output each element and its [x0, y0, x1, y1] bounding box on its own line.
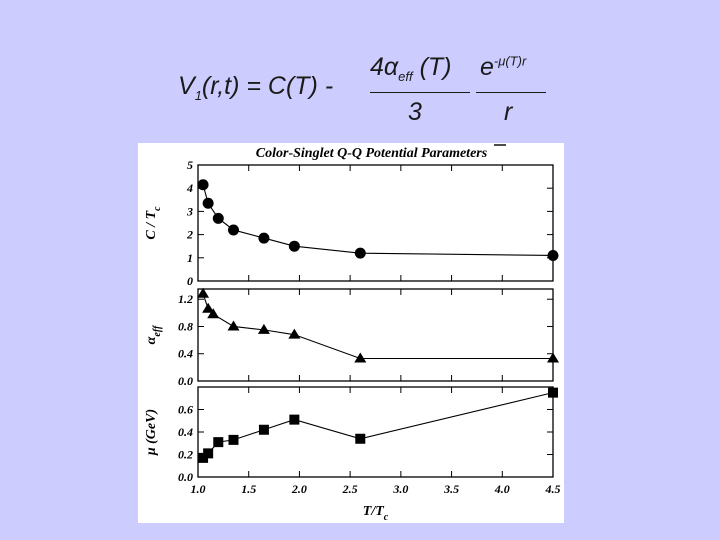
formula-num1-sub: eff	[398, 69, 413, 84]
y-axis-label-main: α	[144, 336, 159, 344]
formula-fraction-bar-2	[476, 92, 546, 93]
y-tick-label: 0.2	[178, 448, 193, 462]
data-point	[203, 448, 214, 459]
x-axis-label-main: T/T	[363, 504, 385, 519]
formula-numerator-1: 4αeff (T)	[370, 53, 452, 84]
formula-denominator-1: 3	[408, 98, 422, 126]
chart-title: Color-Singlet Q-Q Potential Parameters	[256, 146, 488, 161]
y-tick-label: 3	[186, 204, 193, 218]
formula-lhs: V1(r,t) = C(T) -	[178, 72, 333, 103]
x-tick-label: 1.5	[241, 482, 256, 496]
y-tick-label: 0	[187, 274, 193, 288]
y-tick-label: 0.0	[178, 470, 193, 484]
formula-lhs-v: V	[178, 72, 195, 100]
formula-numerator-2: e-μ(T)r	[480, 53, 526, 82]
series-line	[202, 392, 554, 459]
data-point	[257, 323, 270, 334]
y-tick-label: 0.4	[178, 347, 193, 361]
y-tick-label: 5	[187, 158, 193, 172]
chart-svg: Color-Singlet Q-Q Potential Parameters 0 1…	[144, 144, 561, 523]
x-axis-label: T/Tc	[363, 504, 389, 523]
y-axis-label-sub: c	[152, 206, 163, 211]
y-axis-label-main: C / T	[144, 209, 159, 239]
data-point	[258, 424, 269, 435]
x-tick-label: 3.0	[392, 482, 408, 496]
data-point	[197, 287, 210, 298]
data-point	[213, 437, 224, 448]
data-point	[207, 308, 220, 319]
data-point	[212, 212, 224, 224]
formula-lhs-args: (r,t) = C(T) -	[201, 72, 334, 100]
data-point	[227, 320, 240, 331]
x-axis-label-sub: c	[384, 512, 389, 523]
y-tick-label: 2	[186, 228, 193, 242]
y-tick-label: 0.4	[178, 425, 193, 439]
formula-denominator-2: r	[504, 98, 513, 126]
y-axis-label-main: μ (GeV)	[144, 409, 159, 456]
data-point	[228, 434, 239, 445]
series-line	[202, 293, 553, 360]
data-point	[354, 247, 366, 259]
data-point	[202, 197, 214, 209]
data-point	[355, 433, 366, 444]
y-axis-label: μ (GeV)	[144, 409, 159, 456]
chart-panel: Color-Singlet Q-Q Potential Parameters 0 1…	[138, 143, 564, 523]
y-tick-label: 0.8	[178, 319, 193, 333]
formula-num2-main: e	[480, 53, 494, 81]
data-point	[288, 328, 301, 339]
plot-frame	[197, 288, 554, 382]
y-tick-label: 0.0	[178, 374, 193, 388]
series-line	[202, 184, 554, 257]
data-point	[288, 240, 300, 252]
x-tick-label: 4.5	[545, 482, 561, 496]
x-tick-label: 1.0	[191, 482, 206, 496]
x-tick-label: 4.0	[494, 482, 510, 496]
data-point	[228, 224, 239, 236]
y-axis-label: C / Tc	[144, 206, 163, 240]
formula-num2-sup: -μ(T)r	[493, 53, 527, 69]
data-point	[197, 179, 209, 191]
data-point	[354, 352, 367, 363]
y-tick-label: 4	[186, 181, 193, 195]
plot-frame	[197, 164, 554, 282]
data-point	[547, 249, 559, 261]
plot-frame	[197, 386, 554, 478]
x-tick-label: 2.0	[291, 482, 307, 496]
data-point	[547, 352, 559, 363]
data-point	[258, 232, 270, 244]
data-point	[289, 414, 300, 425]
formula: V1(r,t) = C(T) - 4αeff (T) e-μ(T)r 3 r	[170, 48, 560, 138]
x-tick-label: 3.5	[443, 482, 459, 496]
data-point	[202, 302, 215, 313]
x-tick-label: 2.5	[342, 482, 358, 496]
y-axis-label-sub: eff	[152, 324, 163, 337]
y-tick-label: 1	[187, 251, 193, 265]
formula-num1-main: 4α	[370, 53, 399, 81]
y-axis-label: αeff	[144, 324, 163, 344]
y-tick-label: 0.6	[178, 403, 193, 417]
data-point	[198, 452, 209, 463]
y-tick-label: 1.2	[178, 292, 193, 306]
formula-fraction-bar-1	[370, 92, 470, 93]
formula-num1-tail: (T)	[412, 53, 452, 81]
data-point	[548, 387, 558, 398]
formula-lhs-sub: 1	[194, 88, 202, 103]
